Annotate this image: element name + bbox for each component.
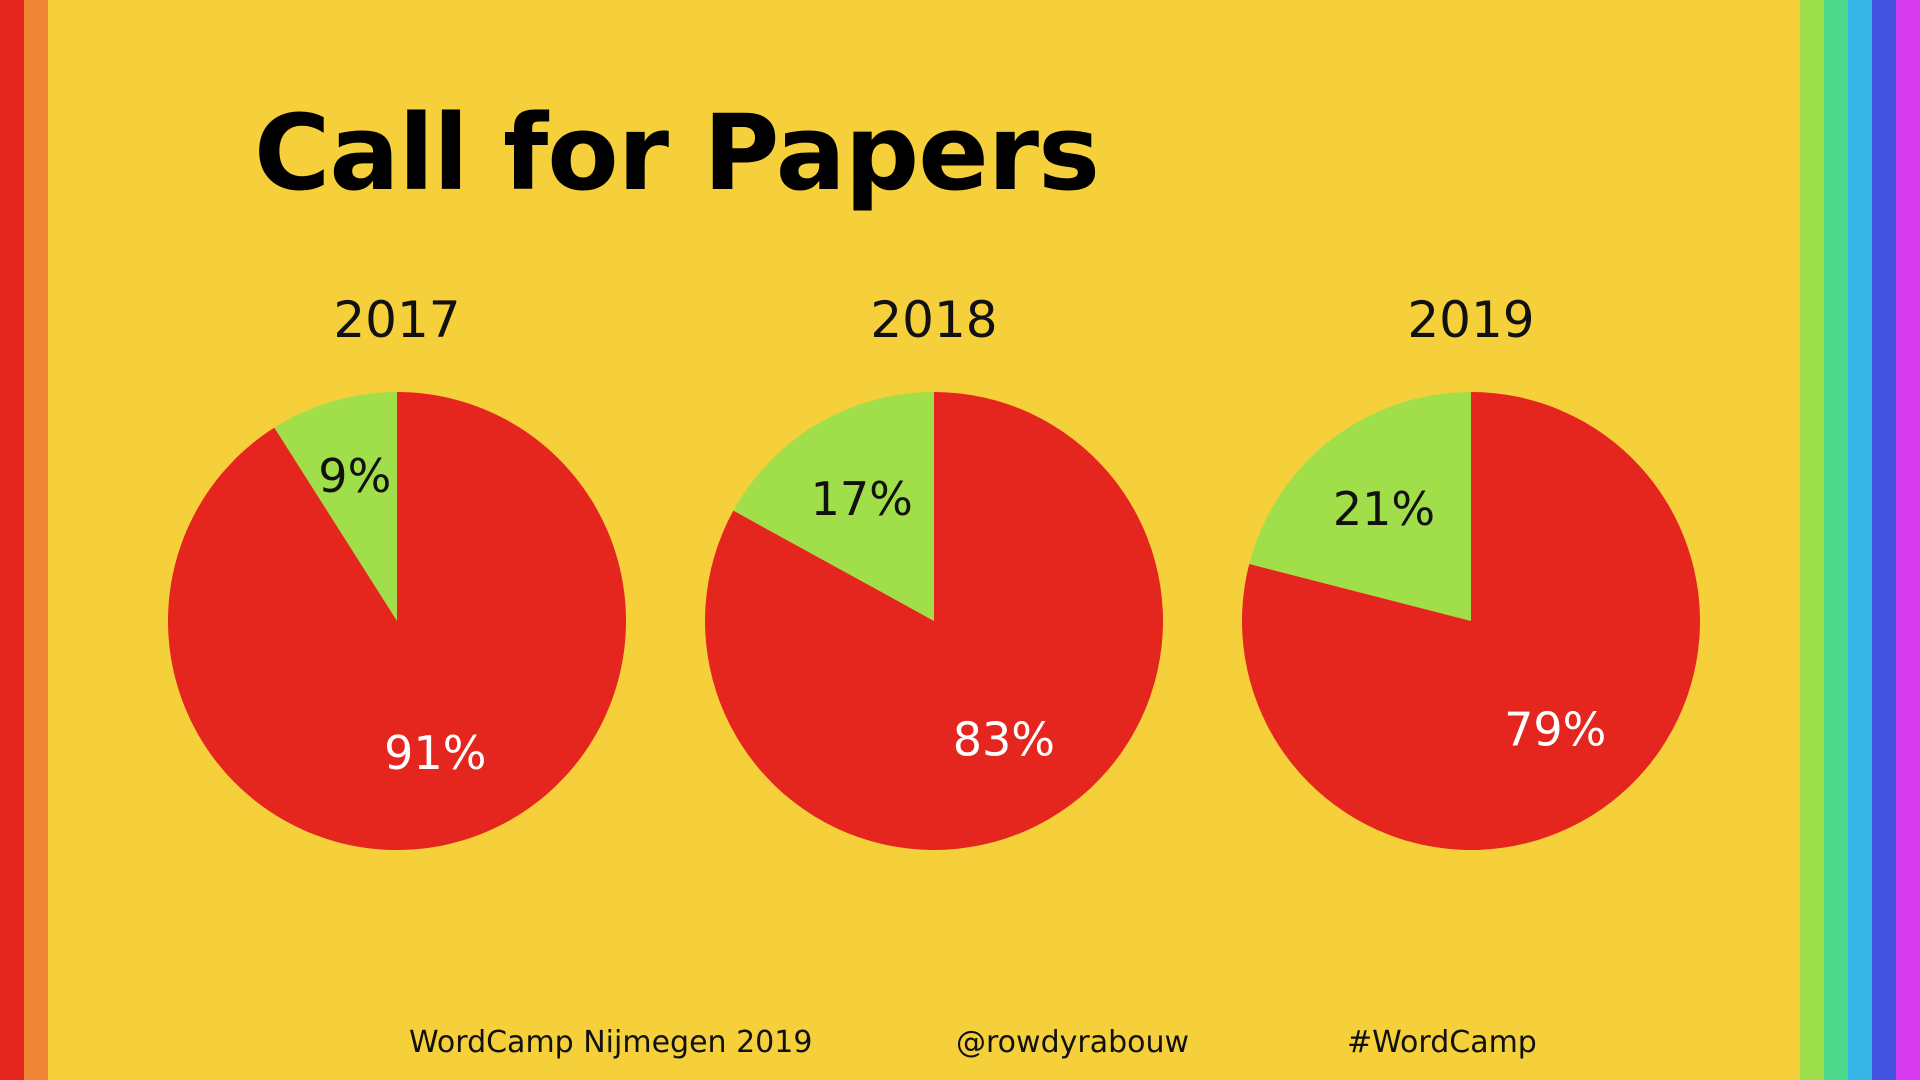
- pie-slice: [1249, 392, 1471, 621]
- pie-slice: [1241, 392, 1700, 850]
- right-stripe: [1872, 0, 1896, 1080]
- pie-slice-label: 9%: [318, 449, 391, 503]
- footer-hashtag: #WordCamp: [1347, 1025, 1537, 1060]
- pie-slice: [733, 392, 934, 621]
- right-stripe: [1896, 0, 1920, 1080]
- pie-slice-label: 83%: [953, 712, 1055, 766]
- pie-chart-2017: 2017 9% 91%: [168, 291, 627, 851]
- pie-slice-label: 21%: [1333, 482, 1435, 536]
- left-stripe: [24, 0, 48, 1080]
- pie-slice: [274, 392, 397, 621]
- pie-slice-label: 17%: [811, 472, 913, 526]
- pie-slice: [705, 391, 1164, 850]
- pie-slice: [168, 392, 627, 851]
- pie-chart-2019: 2019 21% 79%: [1241, 291, 1700, 850]
- right-stripe: [1824, 0, 1848, 1080]
- right-stripe: [1800, 0, 1824, 1080]
- right-stripe: [1848, 0, 1872, 1080]
- slide-title: Call for Papers: [254, 92, 1100, 214]
- pie-chart-2018: 2018 17% 83%: [705, 291, 1164, 850]
- pie-title: 2018: [870, 291, 997, 349]
- footer-handle: @rowdyrabouw: [956, 1025, 1190, 1060]
- left-stripe: [0, 0, 24, 1080]
- pie-slice-label: 79%: [1504, 703, 1606, 757]
- pie-title: 2019: [1407, 291, 1534, 349]
- footer-event: WordCamp Nijmegen 2019: [409, 1025, 813, 1060]
- pie-title: 2017: [333, 291, 460, 349]
- pie-slice-label: 91%: [384, 726, 486, 780]
